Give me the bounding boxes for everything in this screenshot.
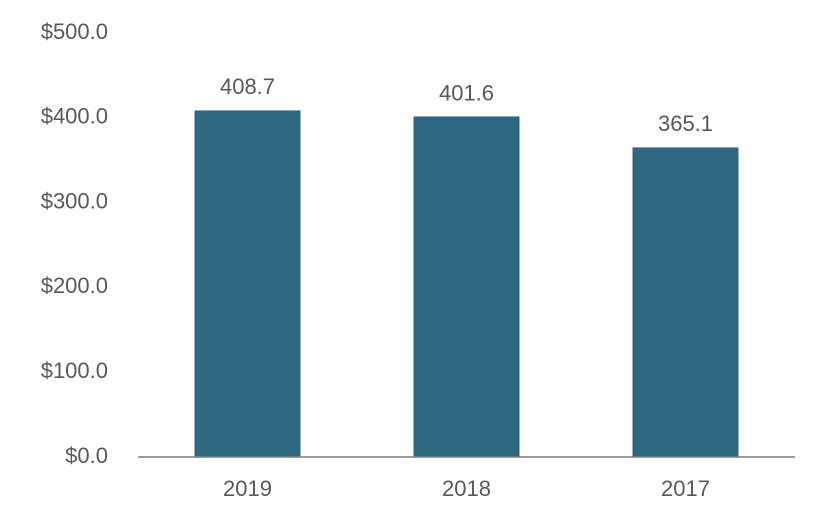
bar <box>194 110 301 458</box>
x-tick-label: 2017 <box>661 476 710 501</box>
x-tick-label: 2018 <box>442 476 491 501</box>
y-tick-label: $500.0 <box>41 19 108 44</box>
data-label: 401.6 <box>439 80 494 105</box>
y-tick-label: $100.0 <box>41 358 108 383</box>
bar <box>413 116 520 457</box>
y-tick-label: $300.0 <box>41 188 108 213</box>
y-tick-label: $200.0 <box>41 273 108 298</box>
data-label: 408.7 <box>220 74 275 99</box>
x-tick-label: 2019 <box>223 476 272 501</box>
y-tick-label: $0.0 <box>65 443 108 468</box>
bar <box>632 147 739 457</box>
data-label: 365.1 <box>658 111 713 136</box>
y-tick-label: $400.0 <box>41 104 108 129</box>
